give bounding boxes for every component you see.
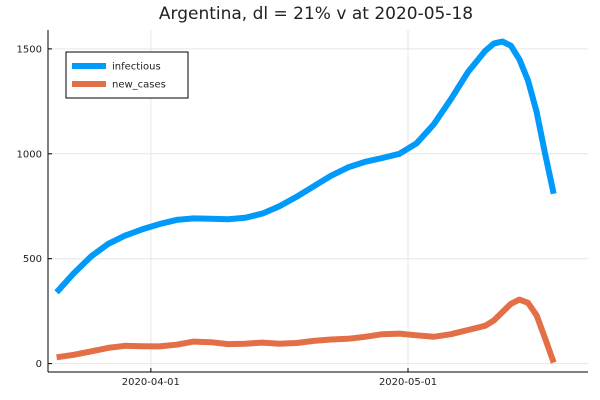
y-tick-label: 500 [23,254,42,265]
tick-labels: 0 500 1000 1500 2020-04-01 2020-05-01 [17,44,438,388]
series-line-infectious [54,38,557,295]
series-lines [54,38,557,364]
legend: infectious new_cases [65,51,189,99]
series-line-new-cases [56,296,557,364]
y-tick-label: 1000 [17,149,42,160]
x-tick-label: 2020-04-01 [122,377,180,388]
x-tick-label: 2020-05-01 [379,377,437,388]
legend-label-new-cases: new_cases [112,80,166,91]
chart-title: Argentina, dl = 21% v at 2020-05-18 [159,4,473,24]
y-tick-label: 1500 [17,44,42,55]
legend-box [65,51,189,99]
y-tick-label: 0 [36,359,42,370]
axes [47,30,588,373]
legend-label-infectious: infectious [112,62,161,73]
